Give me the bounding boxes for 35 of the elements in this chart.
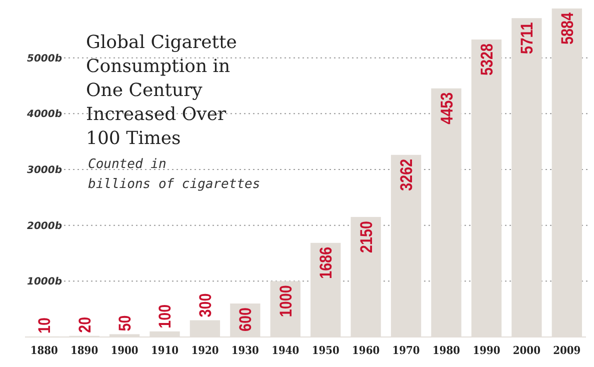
data-label: 4453 bbox=[437, 86, 456, 124]
y-tick-label: 4000b bbox=[26, 109, 62, 120]
x-tick-label: 1910 bbox=[150, 344, 179, 357]
x-tick-label: 1960 bbox=[352, 344, 380, 357]
y-tick-label: 1000b bbox=[27, 276, 62, 288]
x-tick-label: 1970 bbox=[392, 344, 420, 357]
x-tick-label: 1920 bbox=[191, 344, 219, 357]
data-label: 5884 bbox=[558, 6, 577, 44]
data-label: 50 bbox=[116, 312, 135, 332]
x-tick-label: 1950 bbox=[312, 344, 340, 357]
x-tick-label: 1880 bbox=[30, 344, 58, 357]
x-tick-label: 2000 bbox=[512, 344, 541, 357]
data-label: 3262 bbox=[397, 153, 416, 191]
x-tick-label: 1980 bbox=[432, 344, 460, 357]
data-label: 20 bbox=[75, 314, 94, 333]
y-tick-label: 3000b bbox=[27, 165, 62, 176]
x-tick-label: 1940 bbox=[272, 344, 300, 357]
x-tick-label: 2009 bbox=[553, 344, 581, 357]
y-tick-label: 5000b bbox=[27, 53, 62, 64]
x-tick-label: 1930 bbox=[231, 344, 260, 357]
y-tick-label: 2000b bbox=[27, 220, 62, 232]
data-label: 10 bbox=[35, 314, 54, 334]
text: Global Cigarette Consumption in One Century Increased Over 100 Times bbox=[86, 32, 237, 149]
data-label: 1686 bbox=[316, 241, 336, 279]
data-label: 300 bbox=[196, 288, 215, 318]
x-tick-label: 1900 bbox=[110, 344, 138, 357]
x-tick-label: 1890 bbox=[70, 344, 98, 357]
data-label: 2150 bbox=[356, 215, 376, 253]
data-label: 5328 bbox=[477, 38, 496, 76]
x-tick-label: 1990 bbox=[472, 344, 500, 357]
text: Counted in billions of cigarettes bbox=[88, 157, 260, 192]
data-label: 1000 bbox=[276, 279, 296, 318]
data-label: 100 bbox=[156, 300, 175, 328]
data-label: 600 bbox=[236, 303, 256, 332]
data-label: 5711 bbox=[518, 17, 537, 54]
